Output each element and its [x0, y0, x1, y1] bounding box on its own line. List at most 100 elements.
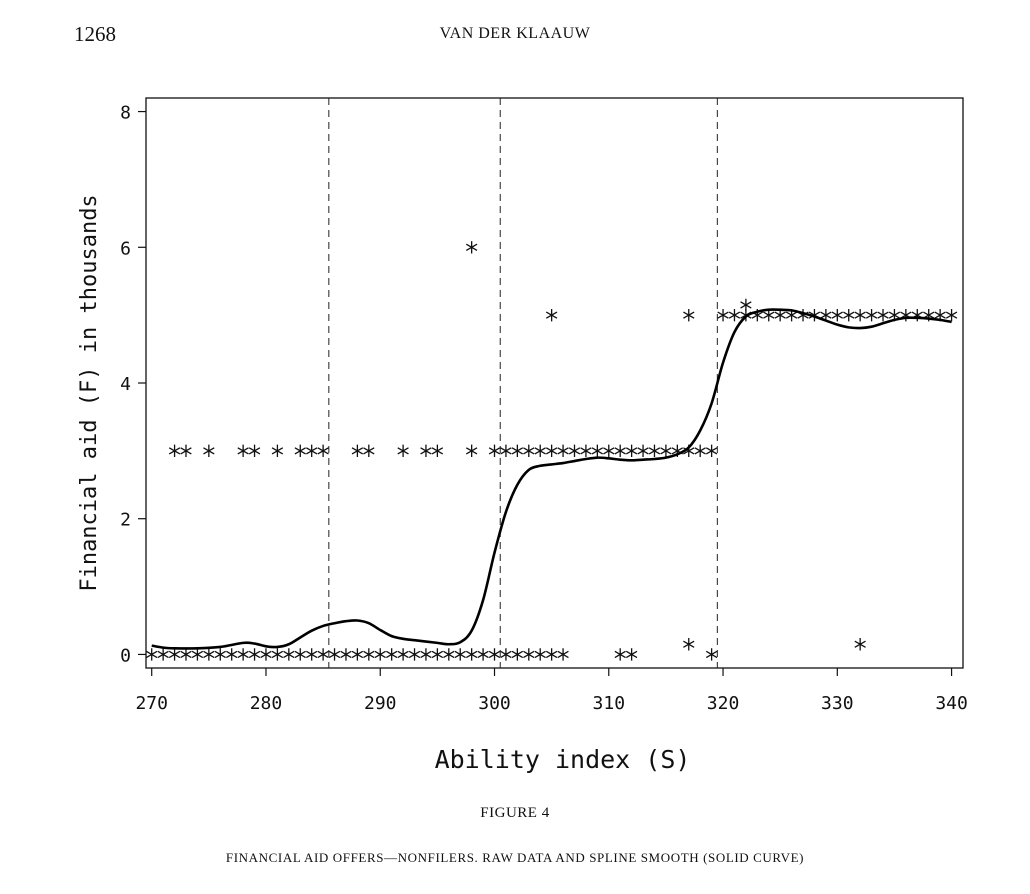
- data-point: [305, 444, 318, 458]
- data-point: [717, 308, 729, 322]
- data-point: [237, 444, 249, 458]
- data-point: [705, 444, 718, 458]
- data-point: [294, 444, 306, 458]
- y-tick-label: 0: [120, 645, 131, 666]
- data-point: [191, 648, 204, 661]
- data-point: [603, 444, 615, 458]
- data-point: [363, 444, 375, 458]
- data-point: [488, 648, 501, 661]
- data-point: [351, 444, 364, 458]
- data-point: [180, 648, 192, 661]
- data-point: [385, 648, 398, 661]
- data-point: [545, 308, 558, 322]
- data-point: [340, 648, 352, 661]
- data-point: [488, 444, 501, 458]
- data-point: [248, 444, 261, 458]
- y-tick-label: 8: [120, 103, 131, 124]
- data-point: [614, 648, 626, 661]
- x-tick-label: 300: [478, 693, 511, 714]
- x-tick-label: 330: [821, 693, 854, 714]
- data-point: [534, 444, 546, 458]
- data-point: [591, 444, 604, 458]
- data-point: [203, 444, 215, 458]
- data-point: [363, 648, 375, 661]
- plot-frame: [145, 97, 964, 669]
- spline-smooth-curve: [151, 308, 952, 650]
- data-point: [168, 648, 181, 661]
- x-tick-label: 340: [935, 693, 968, 714]
- data-point: [625, 444, 638, 458]
- x-tick-label: 310: [593, 693, 626, 714]
- data-point: [260, 648, 272, 661]
- data-point: [637, 444, 649, 458]
- data-point: [465, 444, 478, 458]
- data-point: [374, 648, 386, 661]
- data-point: [226, 648, 238, 661]
- data-point: [911, 308, 923, 322]
- data-point: [408, 648, 421, 661]
- data-point: [157, 648, 169, 661]
- data-point: [146, 648, 158, 661]
- y-tick-label: 4: [120, 374, 131, 395]
- data-point: [683, 638, 695, 651]
- data-point: [168, 444, 181, 458]
- data-point: [317, 648, 329, 661]
- x-tick-label: 270: [135, 693, 168, 714]
- data-point: [568, 444, 581, 458]
- data-point: [271, 444, 284, 458]
- data-point: [477, 648, 489, 661]
- data-point: [865, 308, 878, 322]
- data-point: [705, 648, 718, 661]
- data-point: [420, 444, 432, 458]
- data-point: [877, 308, 889, 322]
- data-point: [534, 648, 546, 661]
- data-point: [283, 648, 295, 661]
- running-head: VAN DER KLAAUW: [439, 25, 591, 42]
- data-point: [305, 648, 318, 661]
- data-point: [545, 444, 558, 458]
- data-point: [328, 648, 341, 661]
- data-point: [511, 444, 524, 458]
- x-axis-label: Ability index (S): [435, 745, 691, 774]
- page-number: 1268: [74, 22, 116, 46]
- data-point: [214, 648, 226, 661]
- data-point: [454, 648, 466, 661]
- x-tick-label: 320: [707, 693, 740, 714]
- figure-label: FIGURE 4: [480, 805, 550, 821]
- y-axis-label: Financial aid (F) in thousands: [77, 194, 102, 591]
- data-point: [648, 444, 661, 458]
- data-point: [203, 648, 215, 661]
- data-point: [431, 444, 444, 458]
- data-point: [545, 648, 558, 661]
- data-point: [945, 308, 958, 322]
- data-point: [294, 648, 306, 661]
- y-tick-label: 2: [120, 510, 131, 531]
- x-tick-label: 280: [250, 693, 283, 714]
- data-point: [523, 648, 535, 661]
- data-point: [271, 648, 284, 661]
- data-point: [465, 648, 478, 661]
- data-point: [248, 648, 261, 661]
- data-point: [397, 648, 409, 661]
- figure-caption: FINANCIAL AID OFFERS—NONFILERS. RAW DATA…: [225, 850, 805, 865]
- data-point: [420, 648, 432, 661]
- data-point: [831, 308, 844, 322]
- data-point: [843, 308, 855, 322]
- data-point: [557, 648, 569, 661]
- data-point: [465, 241, 478, 254]
- data-point: [443, 648, 455, 661]
- x-tick-label: 290: [364, 693, 397, 714]
- data-point: [237, 648, 249, 661]
- data-point: [728, 308, 741, 322]
- data-point: [683, 308, 695, 322]
- data-point: [431, 648, 444, 661]
- data-point: [180, 444, 192, 458]
- data-point: [854, 638, 866, 651]
- data-point: [625, 648, 638, 661]
- y-tick-label: 6: [120, 238, 131, 259]
- data-point: [523, 444, 535, 458]
- data-point: [317, 444, 329, 458]
- data-point: [614, 444, 626, 458]
- data-point: [557, 444, 569, 458]
